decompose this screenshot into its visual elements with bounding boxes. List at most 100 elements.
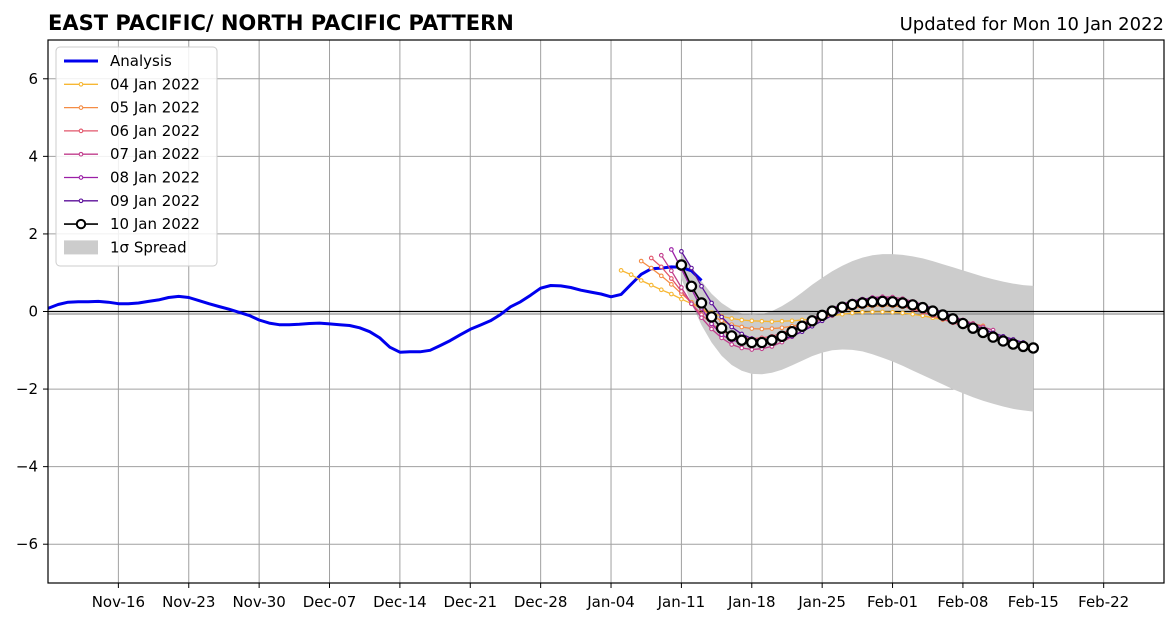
forecast-point-latest — [927, 305, 939, 317]
forecast-point — [719, 318, 724, 324]
legend-label-spread: 1σ Spread — [110, 238, 187, 256]
forecast-point — [669, 282, 674, 287]
forecast-point-latest — [987, 331, 999, 343]
x-tick-label: Jan-25 — [797, 593, 846, 611]
x-tick-label: Dec-21 — [444, 593, 498, 611]
x-tick-label: Dec-28 — [514, 593, 568, 611]
forecast-point — [699, 315, 704, 321]
forecast-point-latest — [695, 297, 708, 309]
forecast-point — [779, 325, 785, 331]
forecast-point — [618, 268, 624, 273]
forecast-point — [669, 291, 674, 297]
forecast-point — [880, 309, 885, 315]
forecast-point-latest — [937, 309, 949, 321]
forecast-point — [749, 318, 755, 324]
x-tick-label: Jan-11 — [657, 593, 706, 611]
forecast-point-latest — [957, 317, 969, 330]
legend-box — [55, 46, 218, 267]
forecast-point — [658, 287, 664, 293]
x-tick-label: Dec-14 — [373, 593, 427, 611]
forecast-point-latest — [967, 322, 979, 334]
forecast-point — [709, 326, 714, 332]
forecast-point-latest — [886, 296, 899, 308]
legend-label-forecast: 07 Jan 2022 — [110, 145, 200, 163]
forecast-point-latest — [705, 311, 718, 323]
x-tick-label: Nov-23 — [162, 593, 215, 611]
x-tick-label: Feb-08 — [937, 593, 988, 611]
legend-label-forecast: 06 Jan 2022 — [110, 122, 200, 140]
spread-band — [681, 251, 1034, 412]
y-tick-label: −6 — [16, 535, 38, 553]
forecast-point — [849, 310, 855, 316]
forecast-point — [648, 265, 654, 271]
forecast-point — [648, 255, 654, 261]
forecast-point-latest — [997, 335, 1009, 347]
legend-swatch-spread — [64, 240, 98, 255]
legend-marker-forecast — [75, 218, 87, 230]
forecast-point-latest — [1017, 340, 1029, 353]
forecast-point-latest — [725, 330, 738, 342]
forecast-point — [689, 301, 694, 307]
forecast-point — [860, 309, 865, 315]
forecast-point-latest — [846, 298, 859, 311]
forecast-point — [679, 249, 684, 254]
forecast-point — [638, 278, 644, 283]
forecast-point-latest — [1007, 338, 1019, 350]
forecast-point-latest — [816, 309, 828, 322]
x-tick-label: Jan-18 — [727, 593, 776, 611]
forecast-point — [648, 282, 654, 288]
forecast-point — [870, 309, 875, 315]
legend-marker-forecast — [78, 175, 84, 180]
forecast-point-latest — [806, 315, 818, 327]
forecast-point — [699, 283, 704, 289]
forecast-point-latest — [866, 296, 879, 308]
forecast-point-latest — [786, 325, 798, 338]
legend-label-forecast: 10 Jan 2022 — [110, 215, 200, 233]
forecast-point-latest — [917, 301, 929, 314]
legend-marker-forecast — [78, 105, 84, 110]
forecast-point — [769, 319, 775, 324]
x-tick-label: Feb-22 — [1078, 593, 1129, 611]
legend-marker-forecast — [78, 151, 84, 157]
forecast-point — [638, 258, 644, 264]
x-tick-label: Nov-16 — [92, 593, 145, 611]
forecast-point — [679, 296, 684, 302]
y-tick-label: −2 — [16, 380, 38, 398]
legend-marker-forecast — [78, 81, 84, 87]
forecast-point — [709, 300, 714, 306]
forecast-point — [900, 310, 905, 316]
forecast-point — [890, 309, 895, 315]
forecast-point — [658, 264, 664, 270]
forecast-point — [749, 326, 755, 331]
forecast-point — [729, 324, 735, 330]
x-tick-label: Feb-15 — [1008, 593, 1059, 611]
forecast-point — [658, 252, 664, 258]
forecast-point — [679, 285, 684, 290]
x-tick-label: Jan-04 — [586, 593, 635, 611]
forecast-point-latest — [675, 259, 688, 271]
y-tick-label: 0 — [28, 303, 38, 321]
forecast-point-latest — [1027, 342, 1039, 354]
forecast-point — [689, 265, 694, 271]
legend-label-forecast: 05 Jan 2022 — [110, 99, 200, 117]
forecast-point — [669, 268, 674, 274]
forecast-point — [779, 318, 785, 324]
forecast-point — [729, 316, 735, 321]
forecast-point-latest — [906, 299, 919, 311]
forecast-point — [709, 321, 714, 327]
forecast-point — [769, 326, 775, 331]
forecast-point — [628, 272, 634, 278]
forecast-point — [658, 273, 664, 279]
x-tick-label: Feb-01 — [867, 593, 918, 611]
legend-label-forecast: 09 Jan 2022 — [110, 192, 200, 210]
plot-area: Nov-16 Nov-23 Nov-30 Dec-07 Dec-14 Dec-21 Dec-… — [16, 39, 1165, 611]
forecast-point — [910, 311, 915, 317]
y-tick-label: 4 — [28, 147, 38, 165]
forecast-point-latest — [896, 297, 909, 309]
forecast-point-latest — [856, 297, 869, 309]
y-tick-label: 2 — [28, 225, 38, 243]
y-tick-label: 6 — [28, 70, 38, 88]
legend-label-analysis: Analysis — [110, 52, 172, 70]
forecast-point-latest — [977, 326, 989, 339]
